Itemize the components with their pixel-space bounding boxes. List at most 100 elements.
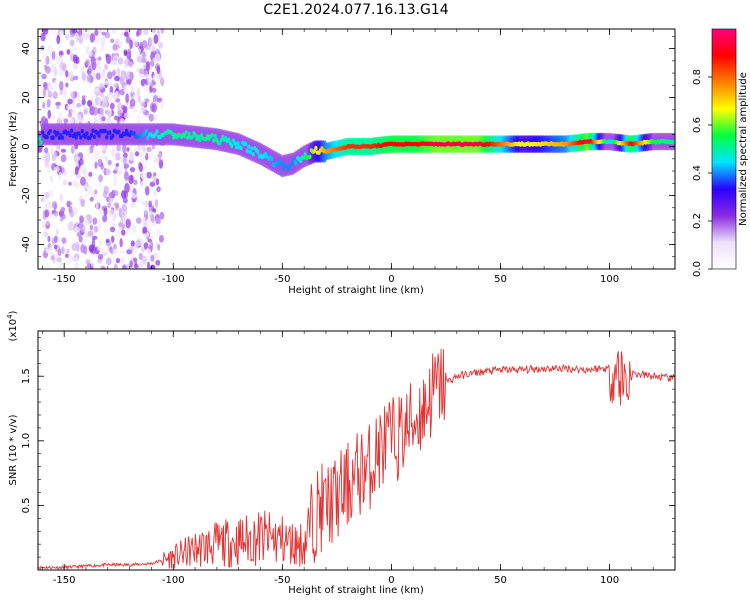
- heatmap-cell: [117, 102, 123, 111]
- heatmap-cell: [126, 249, 133, 255]
- heatmap-cell: [78, 235, 83, 243]
- heatmap-cell: [80, 198, 86, 207]
- heatmap-cell: [97, 180, 103, 188]
- heatmap-cell: [160, 100, 164, 110]
- heatmap-cell: [98, 242, 102, 250]
- heatmap-cell: [113, 190, 119, 197]
- heatmap-cell: [45, 220, 50, 226]
- snr-panel: -150 -100 -50 0 50 100 0.5 1.0 1.5 Height of str…: [6, 310, 676, 596]
- heatmap-cell: [250, 146, 254, 151]
- heatmap-cell: [80, 65, 85, 76]
- heatmap-cell: [294, 160, 298, 166]
- heatmap-cell: [118, 41, 122, 48]
- heatmap-cell: [126, 79, 132, 85]
- heatmap-cell: [135, 30, 140, 37]
- heatmap-cell: [60, 246, 65, 255]
- heatmap-cell: [122, 197, 128, 204]
- heatmap-cell: [50, 146, 54, 156]
- heatmap-cell: [98, 174, 103, 183]
- heatmap-cell: [149, 181, 156, 187]
- heatmap-cell: [289, 162, 294, 167]
- heatmap-cell: [81, 98, 86, 106]
- heatmap-cell: [69, 210, 75, 218]
- heatmap-cell: [113, 202, 120, 207]
- snr-yscale: (x104): [6, 310, 19, 341]
- heatmap-cell: [60, 207, 66, 212]
- heatmap-cell: [43, 231, 49, 237]
- heatmap-cell: [150, 254, 155, 262]
- heatmap-cell: [121, 229, 126, 236]
- heatmap-cell: [107, 118, 113, 125]
- heatmap-cell: [74, 156, 81, 161]
- heatmap-cell: [85, 214, 92, 221]
- y-tick-label: 1.5: [21, 368, 32, 384]
- heatmap-cell: [119, 77, 125, 86]
- heatmap-cell: [54, 235, 58, 244]
- heatmap-cell: [152, 74, 158, 83]
- heatmap-cell: [74, 166, 79, 176]
- heatmap-cell: [101, 100, 108, 109]
- heatmap-cell: [111, 133, 115, 139]
- heatmap-cell: [137, 116, 141, 125]
- heatmap-cell: [148, 200, 153, 208]
- heatmap-cell: [219, 138, 223, 143]
- heatmap-cell: [280, 161, 284, 167]
- heatmap-cell: [129, 167, 136, 173]
- heatmap-cell: [193, 132, 197, 138]
- heatmap-cell: [44, 209, 50, 218]
- colorbar: 0.0 0.2 0.4 0.6 0.8 Normalized spectral ampl…: [692, 28, 749, 277]
- heatmap-cell: [45, 134, 49, 140]
- heatmap-cell: [61, 237, 67, 244]
- heatmap-cell: [133, 179, 138, 186]
- heatmap-cell: [119, 244, 125, 255]
- heatmap-cell: [75, 173, 81, 179]
- heatmap-cell: [79, 135, 83, 140]
- heatmap-cell: [65, 248, 71, 254]
- colorbar-tick-label: 0.4: [692, 165, 703, 181]
- heatmap-cell: [121, 210, 127, 218]
- heatmap-cell: [78, 222, 84, 229]
- heatmap-cell: [80, 176, 86, 187]
- heatmap-cell: [44, 106, 49, 113]
- heatmap-cell: [156, 228, 162, 237]
- heatmap-cell: [113, 243, 117, 251]
- heatmap-cell: [40, 33, 46, 42]
- heatmap-cell: [86, 152, 92, 159]
- heatmap-cell: [86, 74, 92, 83]
- heatmap-cell: [122, 143, 127, 154]
- heatmap-cell: [56, 35, 61, 45]
- heatmap-cell: [109, 85, 114, 95]
- heatmap-cell: [90, 262, 96, 267]
- heatmap-cell: [136, 87, 141, 98]
- colorbar-tick-label: 0.6: [692, 117, 703, 133]
- heatmap-cell: [112, 55, 119, 63]
- heatmap-cell: [153, 114, 158, 121]
- heatmap-cell: [123, 170, 129, 181]
- x-tick-label: 100: [600, 575, 619, 586]
- snr-frame: [37, 330, 676, 571]
- heatmap-cell: [89, 196, 94, 202]
- heatmap-cell: [108, 191, 115, 199]
- heatmap-cell: [69, 39, 75, 47]
- heatmap-cell: [73, 257, 79, 263]
- heatmap-cell: [87, 100, 93, 106]
- heatmap-cell: [103, 80, 109, 85]
- heatmap-cell: [123, 132, 127, 137]
- heatmap-cell: [129, 151, 135, 162]
- colorbar-gradient: [711, 28, 737, 270]
- heatmap-cell: [136, 195, 141, 204]
- heatmap-cell: [109, 91, 113, 99]
- heatmap-cell: [44, 191, 50, 199]
- heatmap-cell: [44, 203, 48, 210]
- heatmap-cell: [145, 248, 152, 256]
- heatmap-cell: [56, 257, 62, 262]
- heatmap-cell: [147, 209, 153, 216]
- heatmap-cell: [77, 131, 81, 136]
- heatmap-cell: [44, 147, 49, 154]
- heatmap-cell: [40, 191, 45, 197]
- heatmap-cell: [103, 207, 108, 216]
- heatmap-cell: [93, 225, 99, 233]
- heatmap-cell: [120, 189, 127, 199]
- heatmap-cell: [144, 128, 149, 134]
- heatmap-cell: [251, 152, 255, 157]
